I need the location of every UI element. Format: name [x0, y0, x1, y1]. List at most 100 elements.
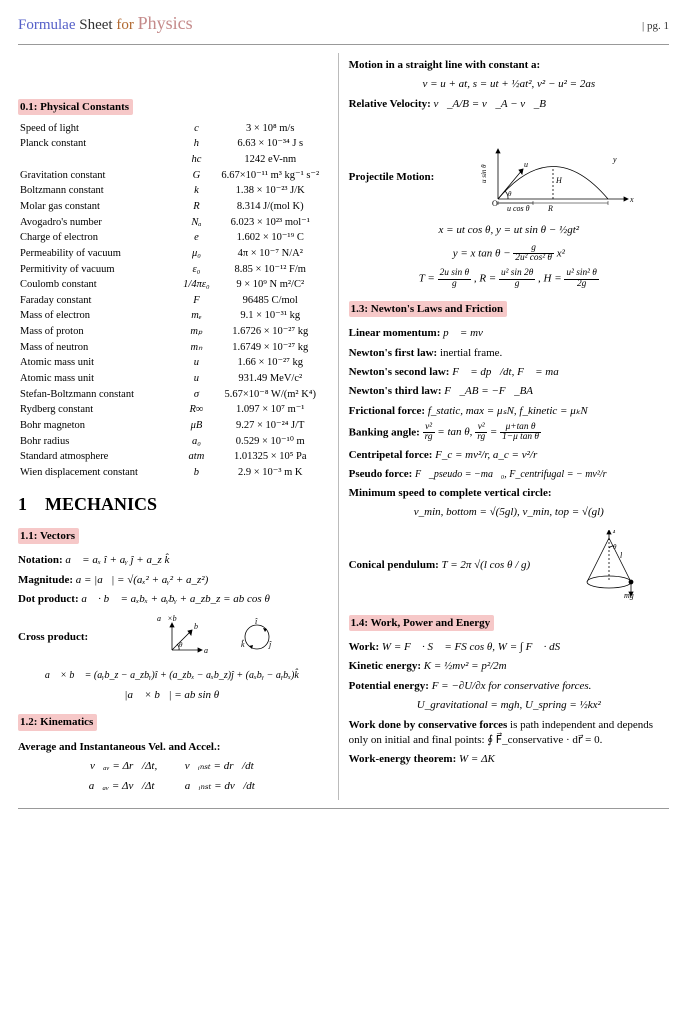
constants-row: Avogadro's numberNₐ6.023 × 10²³ mol⁻¹: [18, 215, 326, 231]
second-law: Newton's second law: F⃗ = dp⃗/dt, F⃗ = m…: [349, 365, 669, 379]
circle-eq: v_min, bottom = √(5gl), v_min, top = √(g…: [349, 505, 669, 519]
left-column: 0.1: Physical Constants Speed of lightc3…: [18, 53, 339, 800]
avg-inst-label: Average and Instantaneous Vel. and Accel…: [18, 741, 220, 753]
constants-row: Permeability of vacuumμ₀4π × 10⁻⁷ N/A²: [18, 246, 326, 262]
title-word-physics: Physics: [138, 13, 193, 33]
section-vectors-title: 1.1: Vectors: [18, 528, 79, 544]
const-value: 1.66 × 10⁻²⁷ kg: [215, 355, 326, 371]
third-law: Newton's third law: F⃗_AB = −F⃗_BA: [349, 384, 669, 398]
const-symbol: u: [178, 371, 215, 387]
constants-row: Rydberg constantR∞1.097 × 10⁷ m⁻¹: [18, 402, 326, 418]
const-value: 4π × 10⁻⁷ N/A²: [215, 246, 326, 262]
section-constants-title: 0.1: Physical Constants: [18, 99, 133, 115]
proj-diag-H: H: [555, 176, 563, 185]
straight-eq: v = u + at, s = ut + ½at², v² − u² = 2as: [349, 77, 669, 91]
constants-row: Molar gas constantR8.314 J/(mol K): [18, 199, 326, 215]
const-symbol: R∞: [178, 402, 215, 418]
const-name: Avogadro's number: [18, 215, 178, 231]
constants-row: Stefan-Boltzmann constantσ5.67×10⁻⁸ W/(m…: [18, 387, 326, 403]
straight-line-heading: Motion in a straight line with constant …: [349, 58, 669, 72]
pe-row: Potential energy: F = −∂U/∂x for conserv…: [349, 679, 669, 693]
constants-row: Boltzmann constantk1.38 × 10⁻²³ J/K: [18, 183, 326, 199]
const-name: Bohr magneton: [18, 418, 178, 434]
const-name: Mass of neutron: [18, 340, 178, 356]
magnitude-eq: a = |a⃗| = √(aₓ² + aᵧ² + a_z²): [76, 574, 209, 586]
right-column: Motion in a straight line with constant …: [349, 53, 669, 800]
diag-label-j: ĵ: [268, 640, 272, 649]
diag-label-k: k̂: [241, 639, 245, 650]
const-symbol: mₙ: [178, 340, 215, 356]
const-name: Speed of light: [18, 121, 178, 137]
const-symbol: e: [178, 230, 215, 246]
const-name: Boltzmann constant: [18, 183, 178, 199]
work-energy-theorem: Work-energy theorem: W = ΔK: [349, 752, 669, 766]
const-symbol: ε₀: [178, 262, 215, 278]
const-value: 1242 eV-nm: [215, 152, 326, 168]
constants-row: Planck constanth6.63 × 10⁻³⁴ J s: [18, 136, 326, 152]
const-symbol: h: [178, 136, 215, 152]
constants-table: Speed of lightc3 × 10⁸ m/sPlanck constan…: [18, 121, 326, 481]
cross-eq-1: a⃗ × b⃗ = (aᵧb_z − a_zbᵧ)î + (a_zbₓ − aₓ…: [18, 669, 326, 682]
const-name: Rydberg constant: [18, 402, 178, 418]
const-value: 6.023 × 10²³ mol⁻¹: [215, 215, 326, 231]
pe-eq2: U_gravitational = mgh, U_spring = ½kx²: [349, 698, 669, 712]
proj-diag-u: u: [524, 160, 528, 169]
ke-row: Kinetic energy: K = ½mv² = p²/2m: [349, 659, 669, 673]
const-name: Molar gas constant: [18, 199, 178, 215]
const-value: 6.67×10⁻¹¹ m³ kg⁻¹ s⁻²: [215, 168, 326, 184]
conservative-work: Work done by conservative forces is path…: [349, 718, 669, 747]
banking: Banking angle: v²rg = tan θ, v²rg = μ+ta…: [349, 423, 669, 443]
page-number: | pg. 1: [642, 19, 669, 33]
const-name: Gravitation constant: [18, 168, 178, 184]
const-value: 1.6749 × 10⁻²⁷ kg: [215, 340, 326, 356]
section-newton-title: 1.3: Newton's Laws and Friction: [349, 301, 507, 317]
const-name: [18, 152, 178, 168]
mechanics-number: 1: [18, 494, 27, 514]
vectors-magnitude: Magnitude: a = |a⃗| = √(aₓ² + aᵧ² + a_z²…: [18, 573, 326, 587]
const-value: 0.529 × 10⁻¹⁰ m: [215, 434, 326, 450]
constants-row: Wien displacement constantb2.9 × 10⁻³ m …: [18, 465, 326, 481]
const-value: 931.49 MeV/c²: [215, 371, 326, 387]
const-name: Wien displacement constant: [18, 465, 178, 481]
cross-label: Cross product:: [18, 630, 88, 644]
const-symbol: G: [178, 168, 215, 184]
const-value: 2.9 × 10⁻³ m K: [215, 465, 326, 481]
const-name: Charge of electron: [18, 230, 178, 246]
proj-diag-usin: u sin θ: [480, 164, 488, 183]
section-mechanics-heading: 1 MECHANICS: [18, 493, 326, 516]
const-symbol: c: [178, 121, 215, 137]
cross-eq-2: |a⃗ × b⃗| = ab sin θ: [18, 688, 326, 702]
const-name: Permitivity of vacuum: [18, 262, 178, 278]
gap: [349, 116, 669, 130]
avg-a: a⃗ₐᵥ = Δv⃗/Δt: [89, 780, 155, 792]
const-name: Atomic mass unit: [18, 355, 178, 371]
work-row: Work: W = F⃗ · S⃗ = FS cos θ, W = ∫ F⃗ ·…: [349, 640, 669, 654]
const-name: Atomic mass unit: [18, 371, 178, 387]
conical-pendulum-diagram: l T θ mg: [574, 530, 644, 600]
proj-diag-ucos: u cos θ: [507, 204, 530, 213]
const-value: 1.6726 × 10⁻²⁷ kg: [215, 324, 326, 340]
top-spacer: [18, 53, 326, 93]
proj-diag-O: O: [492, 199, 498, 208]
constants-row: hc1242 eV-nm: [18, 152, 326, 168]
const-value: 8.85 × 10⁻¹² F/m: [215, 262, 326, 278]
diag-label-a: a⃗: [204, 646, 214, 655]
const-symbol: atm: [178, 449, 215, 465]
constants-row: Atomic mass unitu1.66 × 10⁻²⁷ kg: [18, 355, 326, 371]
linear-momentum: Linear momentum: p⃗ = mv⃗: [349, 326, 669, 340]
section-work-title: 1.4: Work, Power and Energy: [349, 615, 495, 631]
pseudo-force: Pseudo force: F⃗_pseudo = −ma⃗₀, F_centr…: [349, 467, 669, 481]
const-name: Faraday constant: [18, 293, 178, 309]
constants-row: Mass of electronmₑ9.1 × 10⁻³¹ kg: [18, 308, 326, 324]
kinematics-row2: a⃗ₐᵥ = Δv⃗/Δt a⃗ᵢₙₛₜ = dv⃗/dt: [18, 779, 326, 793]
title-word-for: for: [116, 17, 134, 33]
notation-label: Notation:: [18, 554, 63, 566]
const-symbol: hc: [178, 152, 215, 168]
const-symbol: σ: [178, 387, 215, 403]
relvel-label: Relative Velocity:: [349, 98, 431, 110]
relative-velocity: Relative Velocity: v⃗_A/B = v⃗_A − v⃗_B: [349, 97, 669, 111]
vectors-dot: Dot product: a⃗ · b⃗ = aₓbₓ + aᵧbᵧ + a_z…: [18, 592, 326, 606]
const-name: Mass of proton: [18, 324, 178, 340]
conical-pendulum: Conical pendulum: T = 2π √(l cos θ / g) …: [349, 526, 669, 604]
const-name: Bohr radius: [18, 434, 178, 450]
